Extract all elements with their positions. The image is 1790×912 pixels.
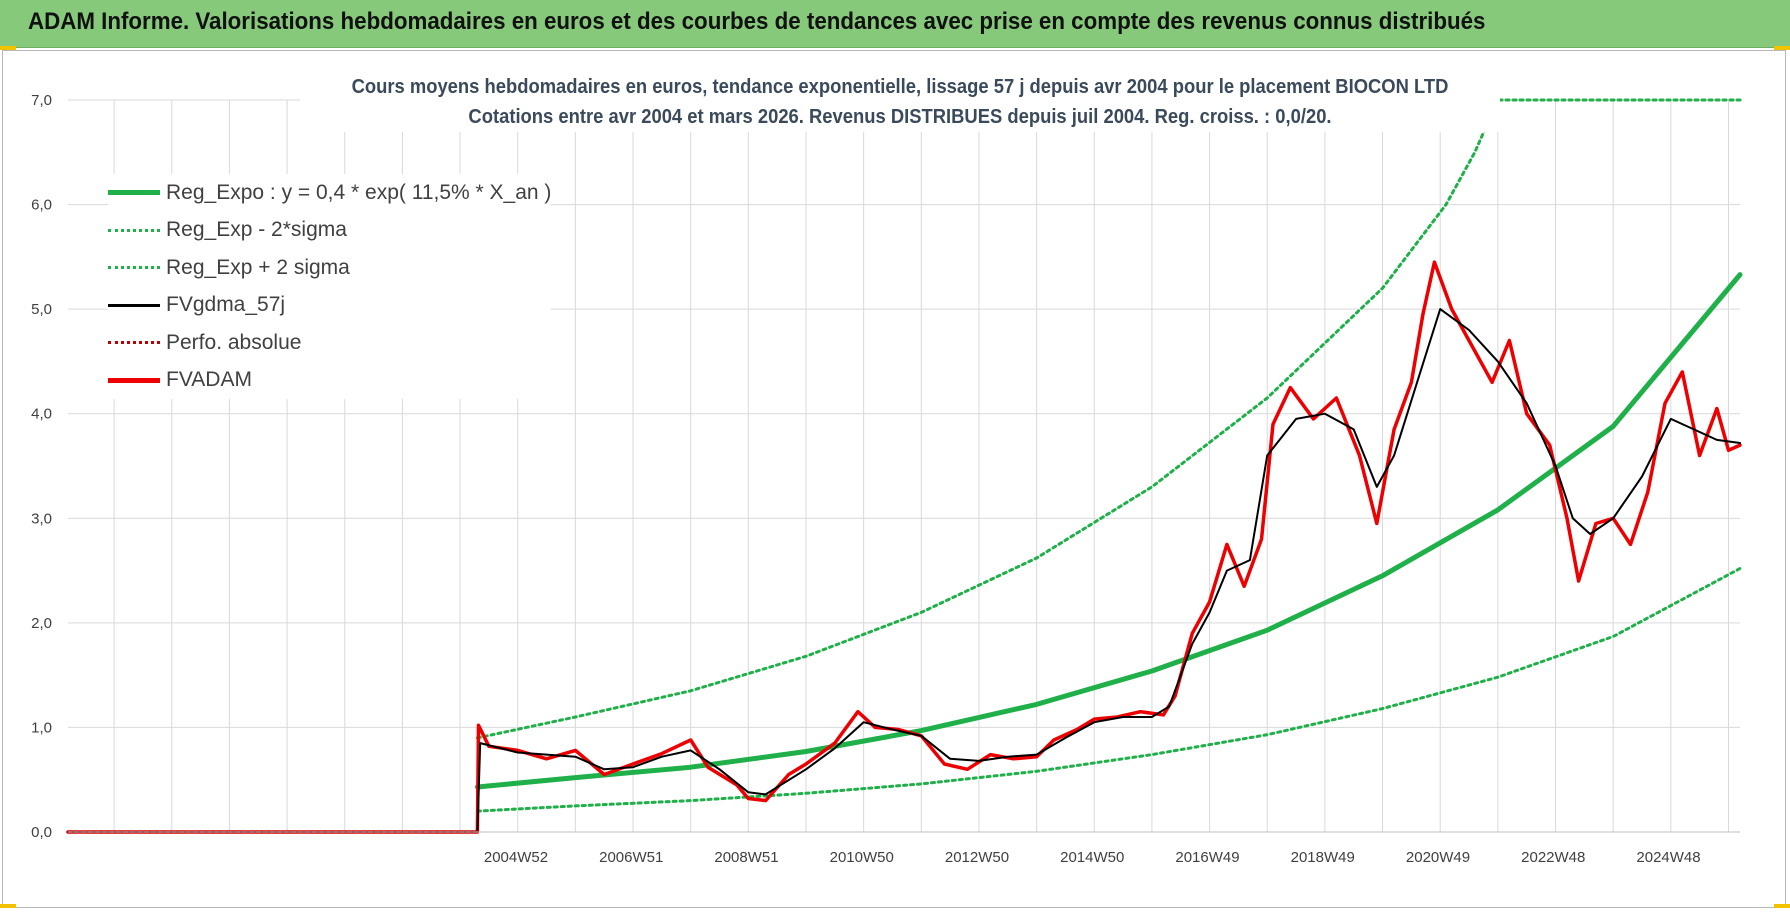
- legend-swatch: [108, 190, 160, 196]
- y-tick-label: 0,0: [31, 824, 52, 841]
- x-tick-label: 2012W50: [945, 849, 1009, 866]
- chart-subtitle: Cotations entre avr 2004 et mars 2026. R…: [468, 106, 1332, 128]
- legend-item: Reg_Exp - 2*sigma: [108, 212, 551, 250]
- series-line-fvgdma-57j: [67, 308, 1741, 833]
- series-line-reg-exp-2-sigma: [475, 567, 1742, 813]
- y-tick-label: 5,0: [31, 301, 52, 318]
- series-line-reg-exp-2-sigma: [475, 98, 1742, 740]
- legend-label: Perfo. absolue: [166, 330, 302, 354]
- legend-swatch: [108, 341, 160, 345]
- x-tick-label: 2008W51: [714, 849, 778, 866]
- y-tick-label: 7,0: [31, 92, 52, 109]
- y-tick-label: 4,0: [31, 406, 52, 423]
- chart-axes: 0,0 1,0 2,0 3,0 4,0 5,0 6,0 7,0 2004W52 2006W51 20…: [31, 92, 1740, 866]
- x-tick-label: 2020W49: [1406, 849, 1470, 866]
- x-tick-label: 2004W52: [484, 849, 548, 866]
- legend-label: Reg_Expo : y = 0,4 * exp( 11,5% * X_an ): [166, 180, 552, 204]
- frame-corner-marker: [1774, 46, 1790, 50]
- x-tick-label: 2022W48: [1521, 849, 1585, 866]
- series-line-reg-expo-y-0-4-exp-11-5-x-an: [474, 272, 1743, 790]
- x-tick-label: 2014W50: [1060, 849, 1124, 866]
- chart-frame: [2, 50, 1786, 908]
- y-tick-label: 6,0: [31, 197, 52, 214]
- x-tick-label: 2016W49: [1175, 849, 1239, 866]
- frame-corner-marker: [0, 904, 16, 908]
- legend-item: Reg_Exp + 2 sigma: [108, 249, 551, 287]
- legend-item: Reg_Expo : y = 0,4 * exp( 11,5% * X_an ): [108, 174, 551, 212]
- legend-label: Reg_Exp - 2*sigma: [166, 218, 347, 242]
- legend-label: Reg_Exp + 2 sigma: [166, 255, 350, 279]
- legend-swatch: [108, 228, 160, 232]
- x-tick-label: 2018W49: [1291, 849, 1355, 866]
- chart-grid: [68, 99, 1740, 833]
- chart-title: Cours moyens hebdomadaires en euros, ten…: [351, 76, 1449, 98]
- chart-title-block: Cours moyens hebdomadaires en euros, ten…: [300, 72, 1500, 132]
- legend-item: FVADAM: [108, 362, 551, 400]
- legend-swatch: [108, 266, 160, 270]
- legend-label: FVADAM: [166, 368, 252, 392]
- legend-swatch: [108, 303, 160, 307]
- x-tick-label: 2010W50: [830, 849, 894, 866]
- legend-label: FVgdma_57j: [166, 293, 286, 317]
- legend-item: Perfo. absolue: [108, 324, 551, 362]
- frame-corner-marker: [0, 46, 16, 50]
- legend-swatch: [108, 377, 160, 383]
- frame-corner-marker: [1774, 904, 1790, 908]
- x-tick-label: 2006W51: [599, 849, 663, 866]
- chart-legend: Reg_Expo : y = 0,4 * exp( 11,5% * X_an )…: [108, 174, 552, 400]
- report-title: ADAM Informe. Valorisations hebdomadaire…: [28, 8, 1486, 35]
- series-line-fvadam: [66, 260, 1742, 834]
- y-tick-label: 2,0: [31, 615, 52, 632]
- y-tick-label: 3,0: [31, 510, 52, 527]
- x-tick-label: 2024W48: [1636, 849, 1700, 866]
- legend-item: FVgdma_57j: [108, 287, 551, 325]
- y-tick-label: 1,0: [31, 719, 52, 736]
- report-banner: ADAM Informe. Valorisations hebdomadaire…: [0, 0, 1790, 48]
